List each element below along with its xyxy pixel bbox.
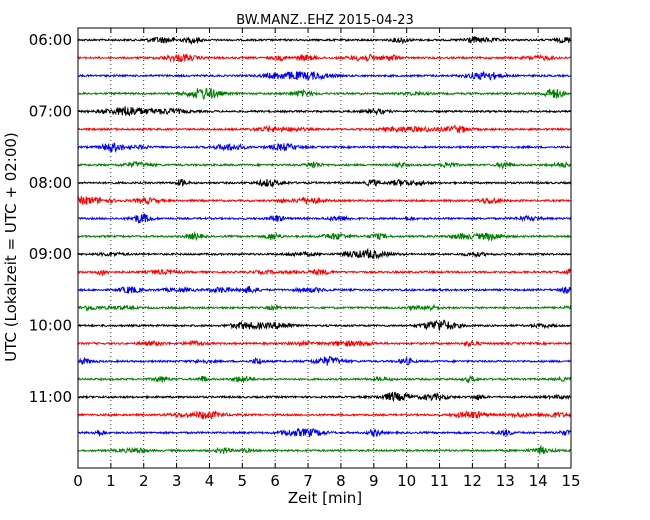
x-tick-label: 1 — [106, 472, 116, 490]
trace-line — [77, 106, 572, 117]
x-tick-label: 7 — [303, 472, 313, 490]
trace-line — [77, 268, 572, 276]
x-axis-label: Zeit [min] — [288, 489, 362, 507]
x-tick-label: 11 — [430, 472, 449, 490]
trace-line — [77, 53, 572, 63]
trace-line — [77, 124, 572, 134]
x-tick-label: 13 — [496, 472, 515, 490]
y-axis: 06:00 07:00 08:00 09:00 10:00 11:00 — [29, 31, 571, 406]
x-tick-label: 10 — [397, 472, 416, 490]
trace-line — [77, 87, 572, 100]
x-axis: 0 1 2 3 4 5 6 7 8 9 10 11 12 13 14 15 — [73, 28, 581, 490]
trace-line — [77, 374, 572, 384]
trace-line — [77, 427, 572, 438]
y-axis-label: UTC (Lokalzeit = UTC + 02:00) — [2, 132, 20, 362]
x-tick-label: 5 — [238, 472, 248, 490]
x-tick-label: 8 — [336, 472, 346, 490]
y-tick-label: 10:00 — [29, 317, 72, 335]
y-tick-label: 08:00 — [29, 174, 72, 192]
trace-line — [77, 391, 572, 402]
x-tick-label: 3 — [172, 472, 182, 490]
trace-line — [77, 339, 572, 347]
trace-line — [77, 303, 572, 312]
y-tick-label: 07:00 — [29, 102, 72, 120]
trace-line — [77, 247, 572, 260]
x-tick-label: 4 — [205, 472, 215, 490]
trace-line — [77, 178, 572, 188]
trace-line — [77, 355, 572, 366]
chart-title: BW.MANZ..EHZ 2015-04-23 — [236, 13, 414, 28]
trace-line — [77, 195, 572, 205]
y-tick-label: 06:00 — [29, 31, 72, 49]
y-tick-label: 11:00 — [29, 388, 72, 406]
grid-lines — [110, 28, 539, 468]
x-tick-label: 6 — [270, 472, 280, 490]
trace-line — [77, 285, 572, 295]
trace-line — [77, 230, 572, 242]
x-tick-label: 0 — [73, 472, 83, 490]
trace-line — [77, 444, 572, 455]
trace-line — [77, 410, 572, 420]
x-tick-label: 12 — [463, 472, 482, 490]
x-tick-label: 14 — [529, 472, 548, 490]
trace-line — [77, 319, 572, 331]
x-tick-label: 15 — [561, 472, 580, 490]
trace-line — [77, 160, 572, 170]
plot-frame — [77, 27, 572, 469]
y-tick-label: 09:00 — [29, 245, 72, 263]
trace-line — [77, 70, 572, 81]
trace-group — [77, 35, 572, 455]
x-tick-label: 2 — [139, 472, 149, 490]
x-tick-label: 9 — [369, 472, 379, 490]
trace-line — [77, 35, 572, 46]
trace-line — [77, 142, 572, 154]
trace-line — [77, 213, 572, 224]
